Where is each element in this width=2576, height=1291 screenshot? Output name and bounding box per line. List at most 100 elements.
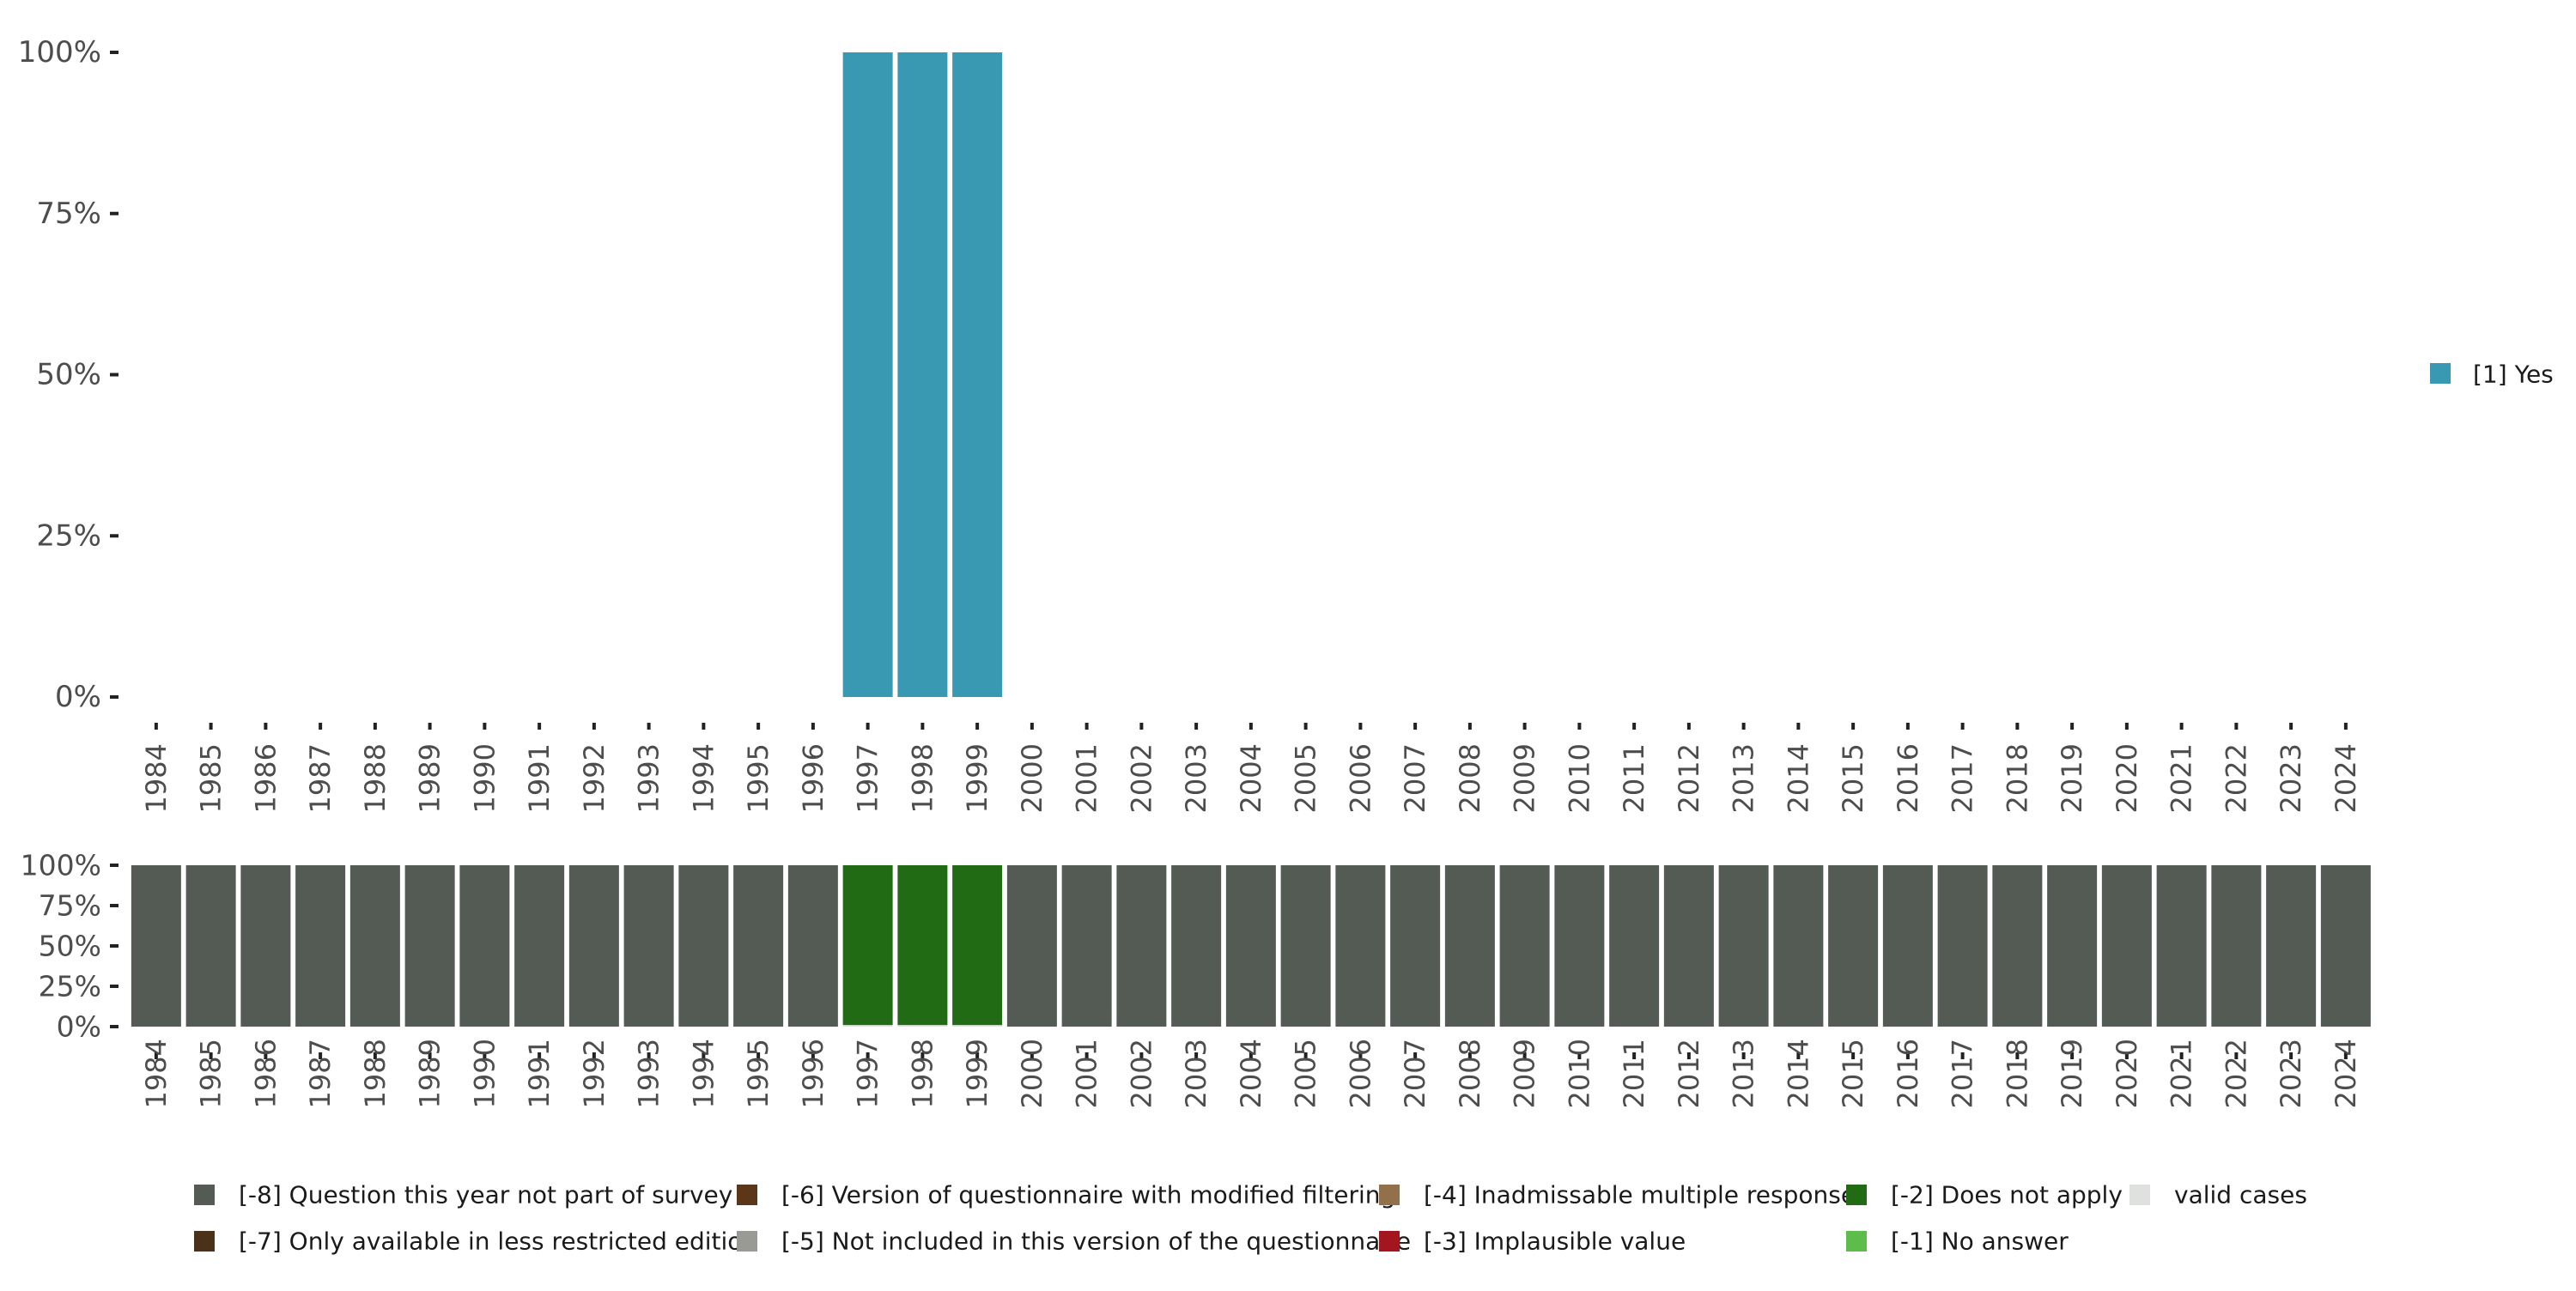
bar [678,865,729,1027]
bar [568,865,619,1027]
x-tick-label: 2013 [1728,1039,1760,1108]
y-tick-label: 100% [18,35,101,70]
bar [897,52,948,697]
x-tick-label: 2021 [2166,1039,2198,1108]
x-tick-label: 1987 [304,743,337,813]
x-tick-label: 2019 [2056,743,2088,813]
bar [1444,865,1495,1027]
x-tick-label: 1984 [140,743,173,813]
x-tick-label: 1986 [249,743,282,813]
legend-label: [1] Yes [2473,361,2554,389]
y-tick-label: 75% [39,889,101,923]
bar [459,865,510,1027]
legend-swatch [737,1231,757,1252]
bar [952,52,1003,697]
x-tick-label: 2018 [2001,1039,2033,1108]
bar [1718,865,1769,1027]
x-tick-label: 1993 [633,743,665,813]
x-tick-label: 1999 [961,743,993,813]
x-tick-label: 2012 [1673,1039,1705,1108]
x-tick-label: 2009 [1509,743,1541,813]
x-tick-label: 2014 [1782,743,1814,813]
legend-swatch [194,1231,215,1252]
x-tick-label: 1997 [852,743,884,813]
x-tick-label: 2007 [1399,743,1431,813]
bar [897,1025,948,1027]
x-tick-label: 1985 [195,743,228,813]
x-tick-label: 1996 [797,1039,829,1108]
bottom-chart: 0% 25% 50% 75% 100% 1984 1985 1986 1987 1988 1989 1… [21,849,2371,1108]
bar [787,865,838,1027]
x-tick-label: 2017 [1947,1039,1979,1108]
x-tick-label: 1987 [304,1039,337,1108]
x-tick-label: 1988 [359,1039,392,1108]
x-tick-label: 1991 [523,743,556,813]
legend-label: [-4] Inadmissable multiple response [1424,1181,1856,1209]
bar [404,865,455,1027]
x-tick-label: 2016 [1892,743,1924,813]
y-tick-label: 25% [36,518,101,553]
x-tick-label: 2007 [1399,1039,1431,1108]
bar [1390,865,1441,1027]
bar [1828,865,1879,1027]
bar [2320,865,2371,1027]
bar [295,865,346,1027]
bar [1663,865,1714,1027]
x-tick-label: 1995 [742,743,775,813]
x-tick-label: 1990 [468,1039,501,1108]
x-tick-label: 1998 [906,743,939,813]
x-tick-label: 1993 [633,1039,665,1108]
y-tick-label: 25% [39,970,101,1003]
x-tick-label: 2023 [2275,1039,2307,1108]
bar [2266,865,2317,1027]
x-tick-label: 1994 [687,743,720,813]
bar [733,865,784,1027]
x-tick-label: 1988 [359,743,392,813]
bar [349,865,400,1027]
y-tick-label: 50% [39,930,101,963]
x-tick-label: 1990 [468,743,501,813]
y-tick-label: 0% [55,680,101,714]
bar [1061,865,1112,1027]
x-tick-label: 2022 [2220,743,2252,813]
x-tick-label: 2024 [2330,1039,2362,1108]
x-tick-label: 2013 [1728,743,1760,813]
legend-swatch [1379,1231,1400,1252]
bar [514,865,565,1027]
legend-swatch [194,1185,215,1205]
legend-label: [-6] Version of questionnaire with modif… [781,1181,1395,1209]
legend-swatch [737,1185,757,1205]
x-tick-label: 2004 [1235,743,1267,813]
x-tick-label: 1985 [195,1039,228,1108]
top-chart: 0% 25% 50% 75% 100% 1984 1985 1986 1987 1988 1989 1… [18,35,2362,813]
x-tick-label: 2001 [1071,743,1103,813]
bar [2156,865,2207,1027]
bar [1609,865,1660,1027]
y-tick-label: 0% [57,1010,101,1044]
x-tick-label: 2010 [1563,743,1595,813]
x-tick-label: 2020 [2111,1039,2143,1108]
x-tick-label: 2021 [2166,743,2198,813]
x-tick-label: 2005 [1290,1039,1322,1108]
x-tick-label: 2004 [1235,1039,1267,1108]
bar [1116,865,1167,1027]
x-tick-label: 2010 [1563,1039,1595,1108]
legend-label: [-5] Not included in this version of the… [781,1227,1411,1256]
bar [131,865,181,1027]
bar [1882,865,1933,1027]
bar [1171,865,1222,1027]
bar [1937,865,1988,1027]
x-tick-label: 2022 [2220,1039,2252,1108]
x-tick-label: 2015 [1837,1039,1869,1108]
x-tick-label: 2003 [1180,1039,1212,1108]
legend-label: [-1] No answer [1891,1227,2069,1256]
bar [2047,865,2098,1027]
x-tick-label: 1989 [414,1039,447,1108]
bar [1006,865,1057,1027]
x-tick-label: 2002 [1125,743,1157,813]
bar [1773,865,1824,1027]
x-tick-label: 2016 [1892,1039,1924,1108]
x-tick-label: 1992 [578,743,611,813]
